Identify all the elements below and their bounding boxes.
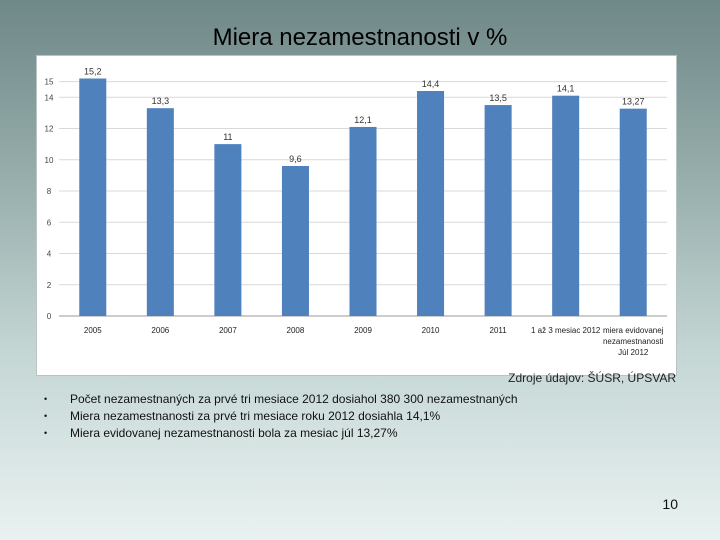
- y-tick-label: 14: [45, 93, 54, 102]
- bullet-item: Počet nezamestnaných za prvé tri mesiace…: [44, 391, 518, 408]
- x-tick-label: 2005: [84, 326, 102, 335]
- chart-area: 0 2 4 6 8 10 12 14 15 15,2 2005 13,3 2006 11 2007 9,6 20…: [36, 55, 677, 376]
- page-number: 10: [662, 496, 678, 512]
- y-tick-label: 6: [47, 218, 52, 227]
- bar: [552, 95, 580, 316]
- data-label: 15,2: [84, 67, 102, 77]
- data-label: 14,1: [557, 84, 575, 94]
- bar: [281, 166, 309, 316]
- data-label: 12,1: [354, 115, 372, 125]
- bar: [79, 78, 107, 316]
- x-tick-label: 2010: [422, 326, 440, 335]
- bar: [349, 126, 377, 316]
- data-label: 14,4: [422, 79, 440, 89]
- data-label: 9,6: [289, 154, 302, 164]
- bar: [146, 108, 174, 316]
- y-tick-label: 8: [47, 187, 52, 196]
- bullet-item: Miera evidovanej nezamestnanosti bola za…: [44, 425, 518, 442]
- data-label: 13,3: [152, 96, 170, 106]
- bar: [619, 108, 647, 316]
- y-tick-label: 10: [45, 156, 54, 165]
- data-label: 13,5: [489, 93, 507, 103]
- slide-title: Miera nezamestnanosti v %: [212, 24, 508, 51]
- x-tick-label: 2007: [219, 326, 237, 335]
- x-tick-label: 2006: [151, 326, 169, 335]
- x-tick-label: 1 až 3 mesiac 2012: [531, 326, 601, 335]
- bar-chart: 0 2 4 6 8 10 12 14 15 15,2 2005 13,3 2006 11 2007 9,6 20…: [45, 67, 667, 357]
- y-tick-label: 4: [47, 250, 52, 259]
- x-tick-label: 2008: [287, 326, 305, 335]
- x-tick-label: miera evidovanej nezamestnanosti Júl 2012: [603, 326, 664, 357]
- bar: [417, 91, 445, 316]
- bullet-list: Počet nezamestnaných za prvé tri mesiace…: [44, 391, 518, 442]
- y-tick-label: 0: [47, 312, 52, 321]
- x-tick-label: 2009: [354, 326, 372, 335]
- bar: [484, 105, 512, 316]
- source-note: Zdroje údajov: ŠÚSR, ÚPSVAR: [508, 371, 676, 385]
- data-label: 11: [223, 132, 232, 142]
- y-tick-label: 15: [45, 78, 54, 87]
- y-tick-label: 2: [47, 281, 52, 290]
- x-tick-label: 2011: [490, 326, 508, 335]
- bar: [214, 144, 242, 316]
- bullet-item: Miera nezamestnanosti za prvé tri mesiac…: [44, 408, 518, 425]
- data-label: 13,27: [622, 97, 645, 107]
- y-tick-label: 12: [45, 125, 54, 134]
